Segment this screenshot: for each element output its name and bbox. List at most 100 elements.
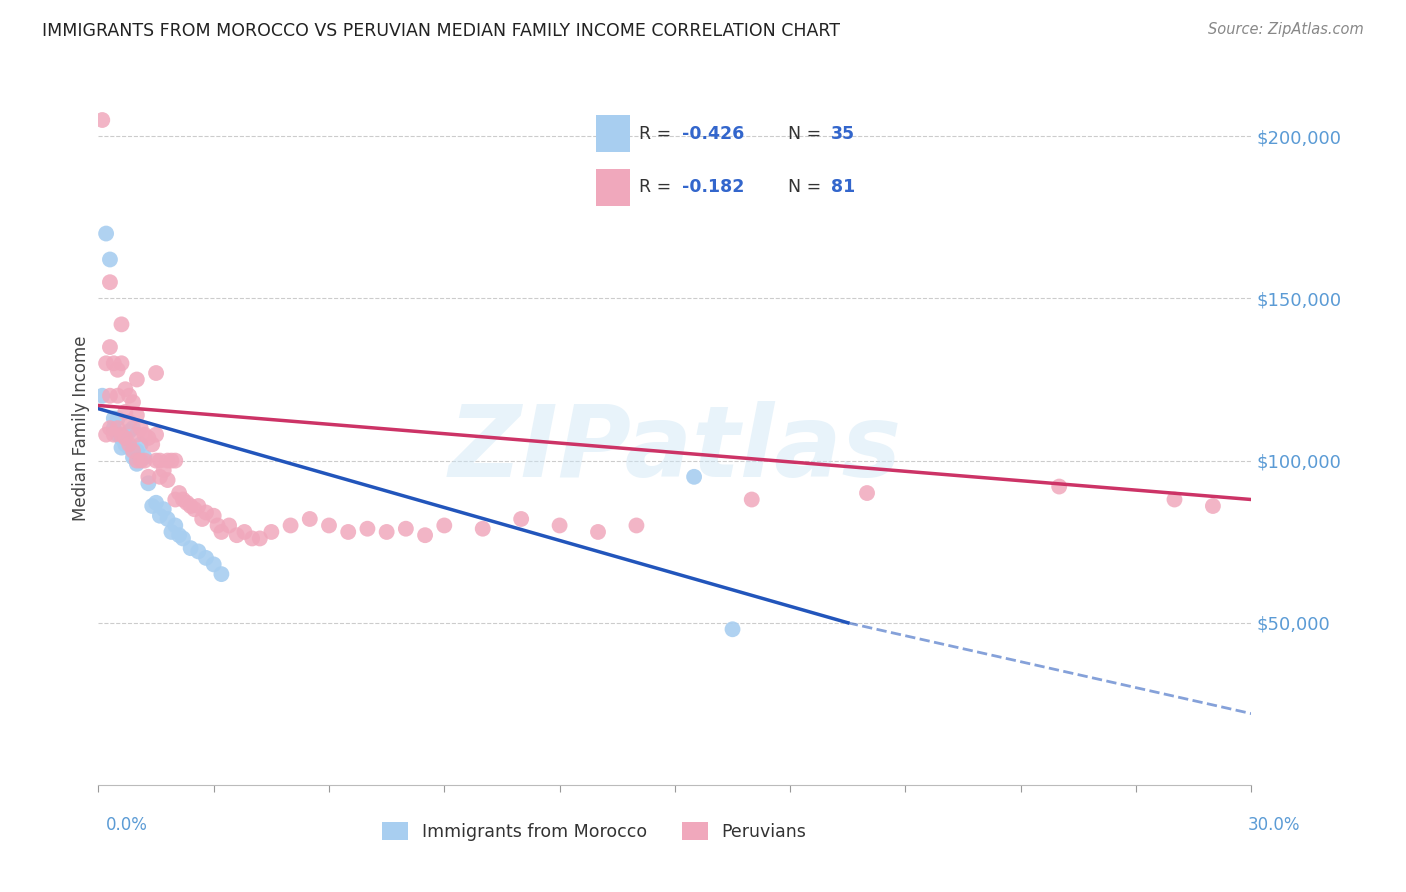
Point xyxy=(122,450,145,465)
Text: ZIPatlas: ZIPatlas xyxy=(449,401,901,498)
Point xyxy=(114,382,136,396)
Point xyxy=(156,473,179,487)
Text: IMMIGRANTS FROM MOROCCO VS PERUVIAN MEDIAN FAMILY INCOME CORRELATION CHART: IMMIGRANTS FROM MOROCCO VS PERUVIAN MEDI… xyxy=(42,22,841,40)
Point xyxy=(114,431,136,445)
Point xyxy=(167,528,190,542)
Point xyxy=(225,528,247,542)
Point xyxy=(149,470,172,484)
Point xyxy=(145,453,167,467)
Point xyxy=(91,113,114,128)
Point xyxy=(110,318,132,332)
Point xyxy=(318,518,340,533)
Point xyxy=(856,486,879,500)
Point xyxy=(110,431,132,445)
Point xyxy=(98,252,121,267)
Point xyxy=(103,411,125,425)
Point xyxy=(280,518,302,533)
Point xyxy=(167,486,190,500)
Point xyxy=(160,524,183,539)
Point xyxy=(413,528,436,542)
Point xyxy=(145,496,167,510)
Point xyxy=(125,457,148,471)
Point xyxy=(180,541,202,556)
Y-axis label: Median Family Income: Median Family Income xyxy=(72,335,90,521)
Point xyxy=(165,492,187,507)
Point xyxy=(741,492,763,507)
Point xyxy=(118,425,141,439)
Point xyxy=(91,389,114,403)
Point xyxy=(103,421,125,435)
Point xyxy=(172,532,194,546)
Text: N =: N = xyxy=(787,178,827,196)
Point xyxy=(103,427,125,442)
Point xyxy=(141,437,163,451)
Point xyxy=(202,508,225,523)
Point xyxy=(586,524,609,539)
Point xyxy=(138,476,160,491)
Point xyxy=(98,421,121,435)
Point xyxy=(160,453,183,467)
Point xyxy=(110,427,132,442)
Point xyxy=(107,411,129,425)
Point xyxy=(152,463,174,477)
Point xyxy=(356,522,378,536)
Legend: Immigrants from Morocco, Peruvians: Immigrants from Morocco, Peruvians xyxy=(375,815,814,847)
Point xyxy=(129,421,152,435)
Point xyxy=(110,356,132,370)
Text: 81: 81 xyxy=(831,178,855,196)
Point xyxy=(110,441,132,455)
Point xyxy=(180,499,202,513)
Point xyxy=(165,518,187,533)
Point xyxy=(165,453,187,467)
Point xyxy=(122,443,145,458)
Point xyxy=(209,567,232,582)
Point xyxy=(683,470,706,484)
Point xyxy=(218,518,240,533)
Point xyxy=(471,522,494,536)
Point xyxy=(138,431,160,445)
Text: 30.0%: 30.0% xyxy=(1249,816,1301,834)
Point xyxy=(134,450,156,465)
FancyBboxPatch shape xyxy=(596,169,630,206)
Point xyxy=(191,512,214,526)
Point xyxy=(240,532,263,546)
Point xyxy=(129,453,152,467)
Point xyxy=(183,502,205,516)
Point xyxy=(94,356,117,370)
Point xyxy=(107,421,129,435)
Point xyxy=(375,524,398,539)
Point xyxy=(156,512,179,526)
Point xyxy=(107,363,129,377)
Point xyxy=(118,415,141,429)
Point xyxy=(337,524,360,539)
Point xyxy=(207,518,229,533)
Text: -0.426: -0.426 xyxy=(682,125,745,143)
Point xyxy=(125,372,148,386)
Text: N =: N = xyxy=(787,125,827,143)
Point xyxy=(98,389,121,403)
Point xyxy=(118,437,141,451)
Point xyxy=(172,492,194,507)
Point xyxy=(125,427,148,442)
Point xyxy=(94,427,117,442)
Point xyxy=(626,518,648,533)
Text: R =: R = xyxy=(640,178,676,196)
Point xyxy=(98,340,121,354)
Point xyxy=(548,518,571,533)
Point xyxy=(141,499,163,513)
Text: -0.182: -0.182 xyxy=(682,178,745,196)
Point xyxy=(145,366,167,380)
Point xyxy=(103,356,125,370)
Point xyxy=(433,518,456,533)
Point xyxy=(1047,479,1070,493)
FancyBboxPatch shape xyxy=(596,115,630,153)
Point xyxy=(134,427,156,442)
Point xyxy=(1202,499,1225,513)
Point xyxy=(145,427,167,442)
Point xyxy=(510,512,533,526)
Point xyxy=(114,437,136,451)
Point xyxy=(156,453,179,467)
Point xyxy=(176,496,198,510)
Point xyxy=(187,544,209,558)
Point xyxy=(122,395,145,409)
